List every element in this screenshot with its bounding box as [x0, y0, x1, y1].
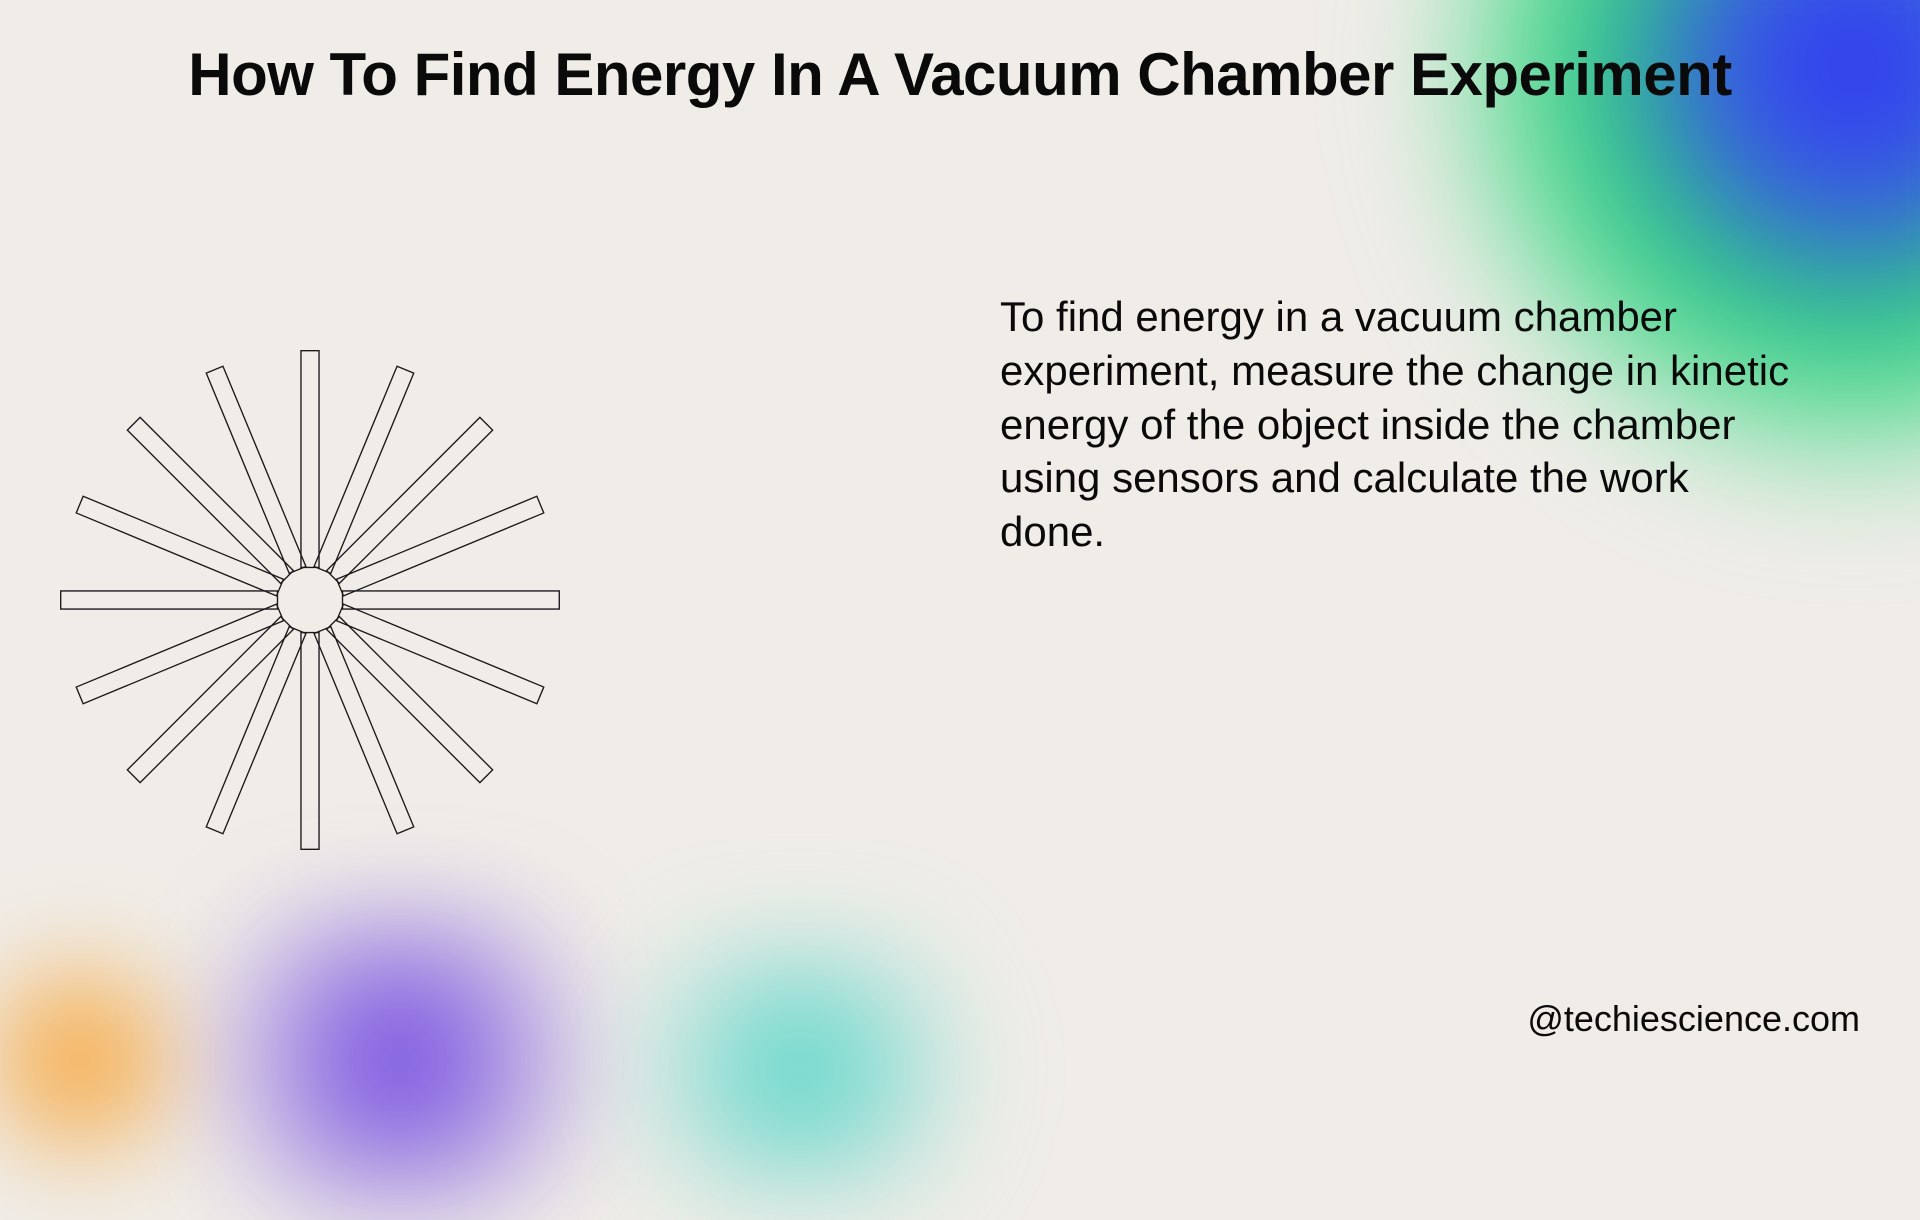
starburst-ray	[343, 591, 560, 609]
starburst-icon	[30, 320, 590, 880]
starburst-ray	[327, 617, 493, 783]
starburst-ray	[127, 617, 293, 783]
starburst-ray	[337, 496, 544, 596]
starburst-ray	[314, 366, 414, 573]
starburst-ray	[206, 627, 306, 834]
blob-teal	[580, 940, 1020, 1200]
body-paragraph: To find energy in a vacuum chamber exper…	[1000, 290, 1800, 559]
starburst-ray	[327, 417, 493, 583]
starburst-ray	[76, 496, 283, 596]
starburst-ray	[301, 351, 319, 568]
starburst-ray	[61, 591, 278, 609]
starburst-ray	[314, 627, 414, 834]
starburst-ray	[76, 604, 283, 704]
starburst-ray	[127, 417, 293, 583]
starburst-ray	[206, 366, 306, 573]
starburst-ray	[337, 604, 544, 704]
page-title: How To Find Energy In A Vacuum Chamber E…	[0, 40, 1920, 109]
starburst-ray	[301, 633, 319, 850]
attribution: @techiescience.com	[1527, 998, 1860, 1040]
